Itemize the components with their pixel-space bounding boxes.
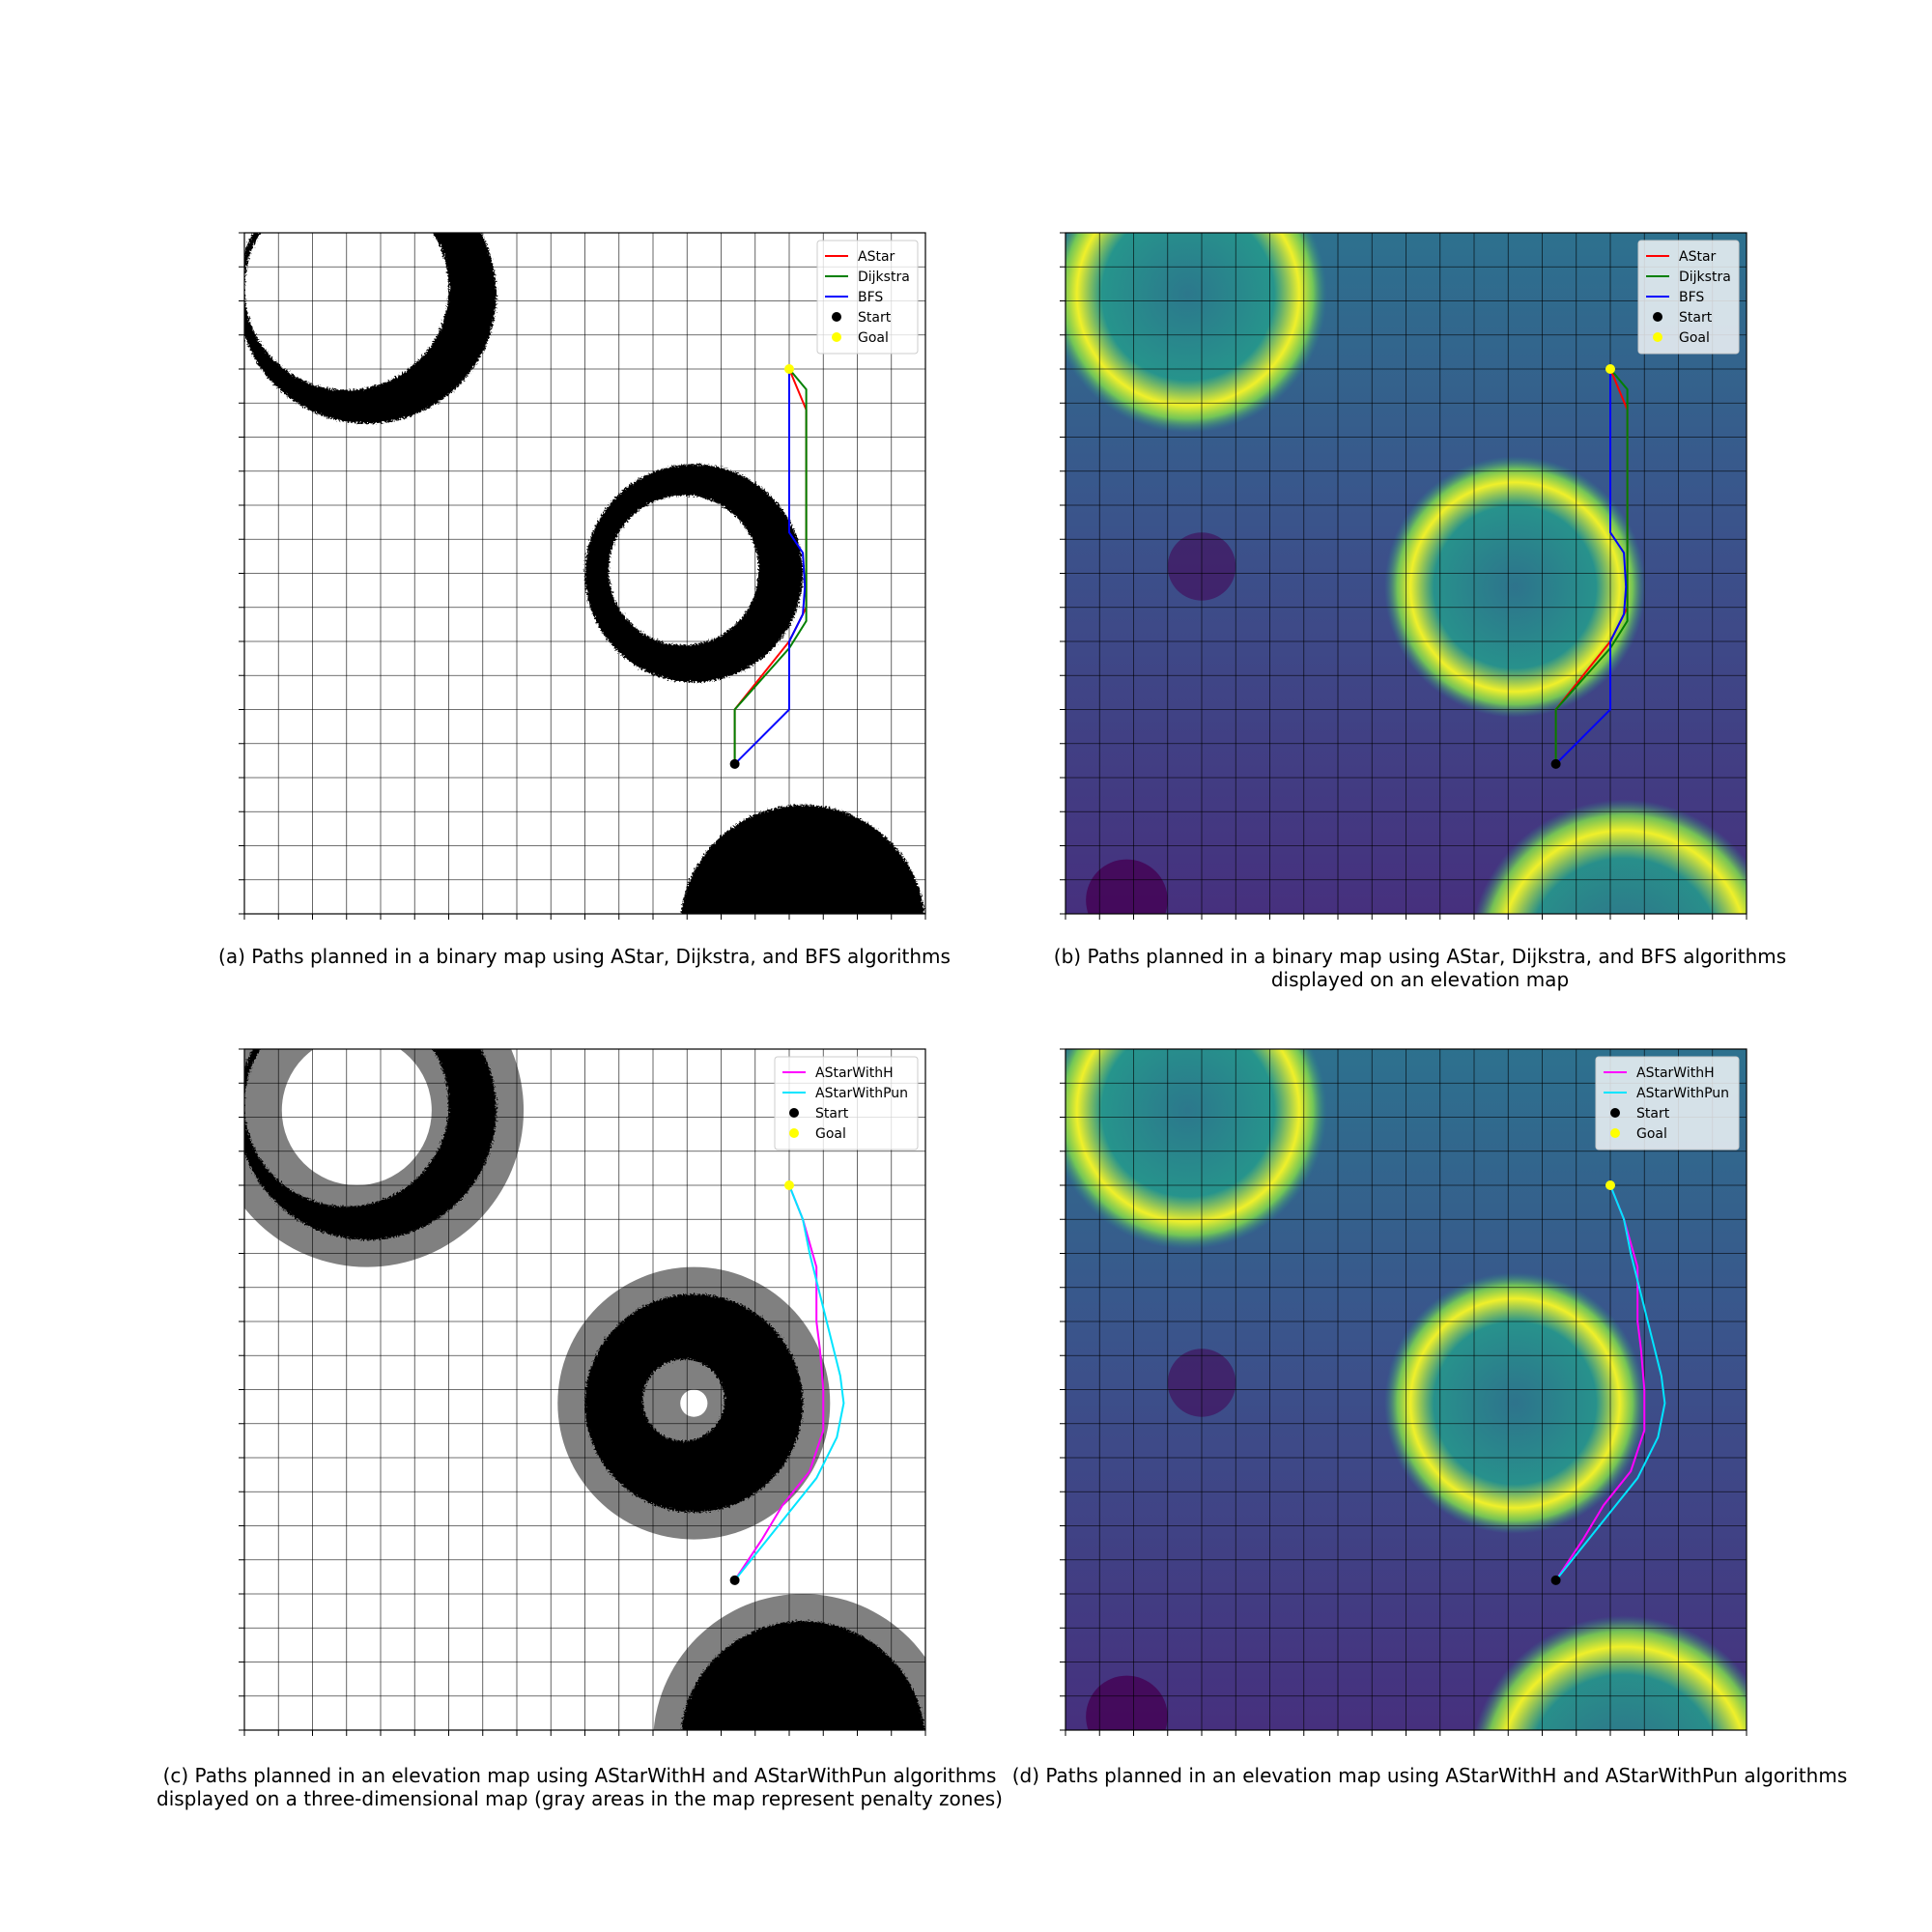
legend-label: AStarWithPun [1636, 1086, 1729, 1101]
grid-c [244, 1049, 925, 1730]
legend-label: AStarWithH [815, 1065, 894, 1081]
start-marker [729, 758, 740, 769]
grid-b [1065, 233, 1747, 914]
legend-label: BFS [858, 290, 883, 305]
path-bfs [733, 369, 807, 765]
legend-c: AStarWithH AStarWithPun Start Goal [774, 1056, 919, 1151]
legend-label: Start [858, 310, 892, 326]
legend-marker [1653, 332, 1662, 342]
crater-rim [1383, 456, 1646, 718]
path-dijkstra [1554, 368, 1629, 764]
goal-marker [1605, 364, 1615, 374]
free-space [680, 1389, 708, 1417]
legend-marker [1610, 1128, 1620, 1138]
legend-box [1637, 240, 1740, 355]
elevation-depression [1086, 1675, 1168, 1730]
panel-a: AStar Dijkstra BFS Start Goal [239, 232, 926, 920]
legend-marker [832, 332, 841, 342]
panel-b: AStar Dijkstra BFS Start Goal [1060, 232, 1747, 920]
crater-rim [1065, 1049, 1327, 1250]
legend-a: AStar Dijkstra BFS Start Goal [816, 240, 919, 355]
path-dijkstra [733, 368, 808, 764]
legend-label: Start [815, 1106, 849, 1122]
obstacle-shape [681, 1621, 925, 1730]
obstacle [244, 1049, 497, 1240]
path-astarwithpun [1554, 1184, 1666, 1581]
elevation-depression [1086, 859, 1168, 914]
legend-marker [789, 1128, 799, 1138]
obstacle [681, 805, 925, 914]
legend-marker [789, 1108, 799, 1118]
legend-box [816, 240, 919, 355]
path-astarwithh [733, 1184, 825, 1581]
obstacle [244, 233, 497, 424]
legend-label: Goal [858, 330, 889, 346]
start-marker [729, 1575, 740, 1585]
obstacle-shape [681, 805, 925, 914]
legend-label: Dijkstra [858, 270, 910, 285]
legend-d: AStarWithH AStarWithPun Start Goal [1595, 1056, 1740, 1151]
caption-b: (b) Paths planned in a binary map using … [995, 945, 1845, 991]
legend-label: Goal [1679, 330, 1710, 346]
legend-label: AStar [1679, 249, 1717, 265]
panel-c: AStarWithH AStarWithPun Start Goal [239, 1048, 926, 1736]
legend-label: Start [1679, 310, 1713, 326]
path-bfs [1554, 369, 1628, 765]
crater-rim [1383, 1272, 1646, 1534]
legend-label: Goal [815, 1126, 846, 1142]
grid-d [1065, 1049, 1747, 1730]
legend-label: AStarWithH [1636, 1065, 1715, 1081]
legend-box [774, 1056, 919, 1151]
caption-c-line-2: displayed on a three-dimensional map (gr… [156, 1787, 1003, 1810]
obstacle [584, 464, 804, 683]
caption-d-line-1: (d) Paths planned in an elevation map us… [1011, 1764, 1848, 1787]
goal-marker [784, 1180, 794, 1190]
legend-label: AStar [858, 249, 895, 265]
legend-box [1595, 1056, 1740, 1151]
start-marker [1550, 758, 1561, 769]
legend-marker [1610, 1108, 1620, 1118]
caption-c: (c) Paths planned in an elevation map us… [145, 1764, 1014, 1810]
legend-marker [832, 312, 841, 322]
free-space [281, 1049, 432, 1185]
legend-b: AStar Dijkstra BFS Start Goal [1637, 240, 1740, 355]
crater-rim [1065, 233, 1327, 434]
legend-label: AStarWithPun [815, 1086, 908, 1101]
obstacle-shape [244, 1049, 497, 1240]
obstacle-shape [244, 233, 497, 424]
legend-label: Dijkstra [1679, 270, 1731, 285]
plot-area-c [244, 1049, 925, 1730]
legend-label: Start [1636, 1106, 1670, 1122]
plot-area-d [1065, 1049, 1747, 1730]
goal-marker [1605, 1180, 1615, 1190]
plot-area-a [244, 233, 925, 914]
caption-b-line-2: displayed on an elevation map [1270, 968, 1570, 991]
caption-c-line-1: (c) Paths planned in an elevation map us… [162, 1764, 997, 1787]
path-astarwithpun [733, 1184, 845, 1581]
caption-a: (a) Paths planned in a binary map using … [164, 945, 1005, 968]
plot-area-b [1065, 233, 1747, 914]
legend-marker [1653, 312, 1662, 322]
panel-d: AStarWithH AStarWithPun Start Goal [1060, 1048, 1747, 1736]
start-marker [1550, 1575, 1561, 1585]
caption-a-line-1: (a) Paths planned in a binary map using … [218, 945, 951, 968]
legend-label: BFS [1679, 290, 1704, 305]
caption-b-line-1: (b) Paths planned in a binary map using … [1053, 945, 1787, 968]
path-astarwithh [1554, 1184, 1646, 1581]
obstacle [681, 1621, 925, 1730]
goal-marker [784, 364, 794, 374]
legend-label: Goal [1636, 1126, 1667, 1142]
obstacle-shape [584, 464, 804, 683]
caption-d: (d) Paths planned in an elevation map us… [995, 1764, 1864, 1787]
